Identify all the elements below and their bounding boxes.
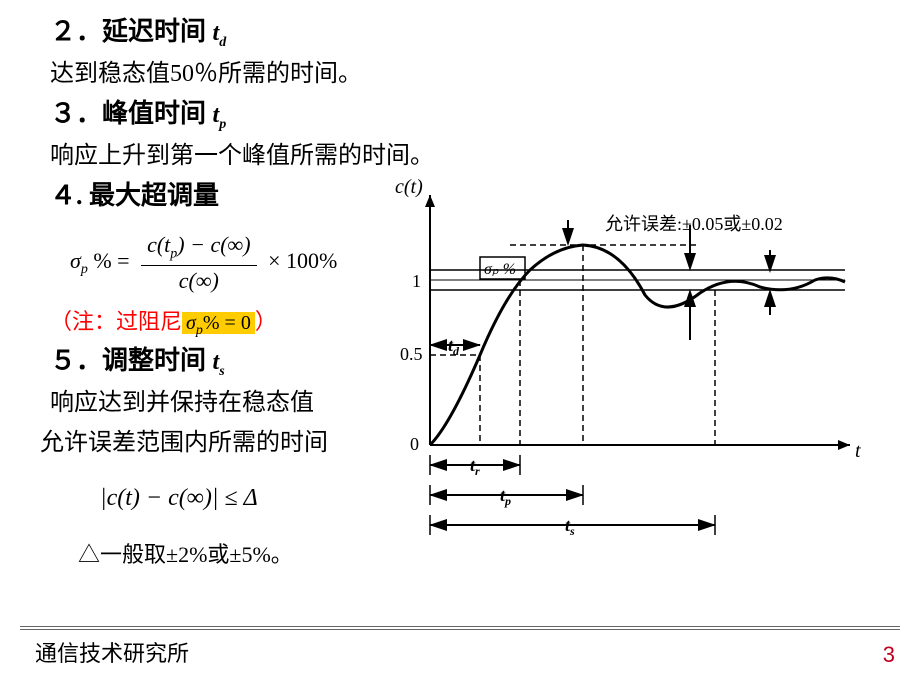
section-3-desc: 响应上升到第一个峰值所需的时间。 bbox=[50, 140, 870, 174]
y-axis-label: c(t) bbox=[395, 176, 423, 198]
hl-sigma: σ bbox=[186, 312, 196, 334]
tp-label: tp bbox=[500, 485, 511, 508]
note-prefix: （注：过阻尼 bbox=[50, 309, 182, 334]
sigma-sub: p bbox=[81, 263, 88, 278]
section-3-title: ３．峰值时间 tp bbox=[50, 96, 870, 134]
td-label: td bbox=[448, 335, 460, 358]
h3-text: ３．峰值时间 bbox=[50, 99, 206, 128]
step-response-graph: c(t) t 0 0.5 1 σₚ % 允许误差:±0.05或±0.02 td … bbox=[380, 175, 874, 550]
section-2-title: ２．延迟时间 td bbox=[50, 14, 870, 52]
h2-text: ２．延迟时间 bbox=[50, 17, 206, 46]
ts-sub: s bbox=[219, 364, 224, 379]
eq-sign: % = bbox=[93, 248, 129, 273]
note-suffix: ） bbox=[255, 309, 277, 334]
denominator: c(∞) bbox=[141, 266, 256, 294]
h5-text: ５．调整时间 bbox=[50, 346, 206, 375]
x-axis-label: t bbox=[855, 440, 861, 462]
td-symbol: td bbox=[213, 20, 227, 46]
num-p1: c(t bbox=[147, 232, 170, 257]
fraction: c(tp) − c(∞) c(∞) bbox=[141, 232, 256, 293]
td-sub: d bbox=[219, 35, 226, 50]
overdamped-note: （注：过阻尼σp% = 0） bbox=[50, 304, 430, 339]
section-5-desc-1: 响应达到并保持在稳态值 bbox=[50, 387, 430, 421]
error-band-label: 允许误差:±0.05或±0.02 bbox=[605, 214, 783, 234]
num-p2: ) − c(∞) bbox=[177, 232, 250, 257]
section-2-desc: 达到稳态值50％所需的时间。 bbox=[50, 58, 870, 92]
sigma-p-label: σₚ % bbox=[484, 261, 516, 278]
hl-sub: p bbox=[196, 323, 203, 338]
tp-sub: p bbox=[219, 117, 226, 132]
ts-symbol: ts bbox=[213, 349, 225, 375]
tick-1: 1 bbox=[412, 271, 421, 291]
tr-label: tr bbox=[470, 455, 480, 478]
delta-note: △一般取±2%或±5%。 bbox=[78, 537, 430, 569]
section-5-title: ５．调整时间 ts bbox=[50, 343, 430, 381]
section-5-desc-2: 允许误差范围内所需的时间 bbox=[40, 427, 430, 461]
numerator: c(tp) − c(∞) bbox=[141, 232, 256, 265]
hl-rest: % = 0 bbox=[203, 312, 251, 334]
sigma: σ bbox=[70, 248, 81, 273]
graph-svg: c(t) t 0 0.5 1 σₚ % 允许误差:±0.05或±0.02 td … bbox=[380, 175, 874, 550]
footer-institute: 通信技术研究所 bbox=[35, 636, 189, 668]
note-highlight: σp% = 0 bbox=[182, 312, 255, 334]
tick-05: 0.5 bbox=[400, 344, 423, 364]
footer-divider bbox=[20, 626, 900, 630]
ts-label: ts bbox=[565, 515, 575, 538]
times-100: × 100% bbox=[268, 248, 337, 273]
page-number: 3 bbox=[883, 642, 895, 668]
tp-symbol: tp bbox=[213, 102, 227, 128]
overshoot-formula: σp % = c(tp) − c(∞) c(∞) × 100% bbox=[70, 232, 430, 293]
tick-0: 0 bbox=[410, 434, 419, 454]
